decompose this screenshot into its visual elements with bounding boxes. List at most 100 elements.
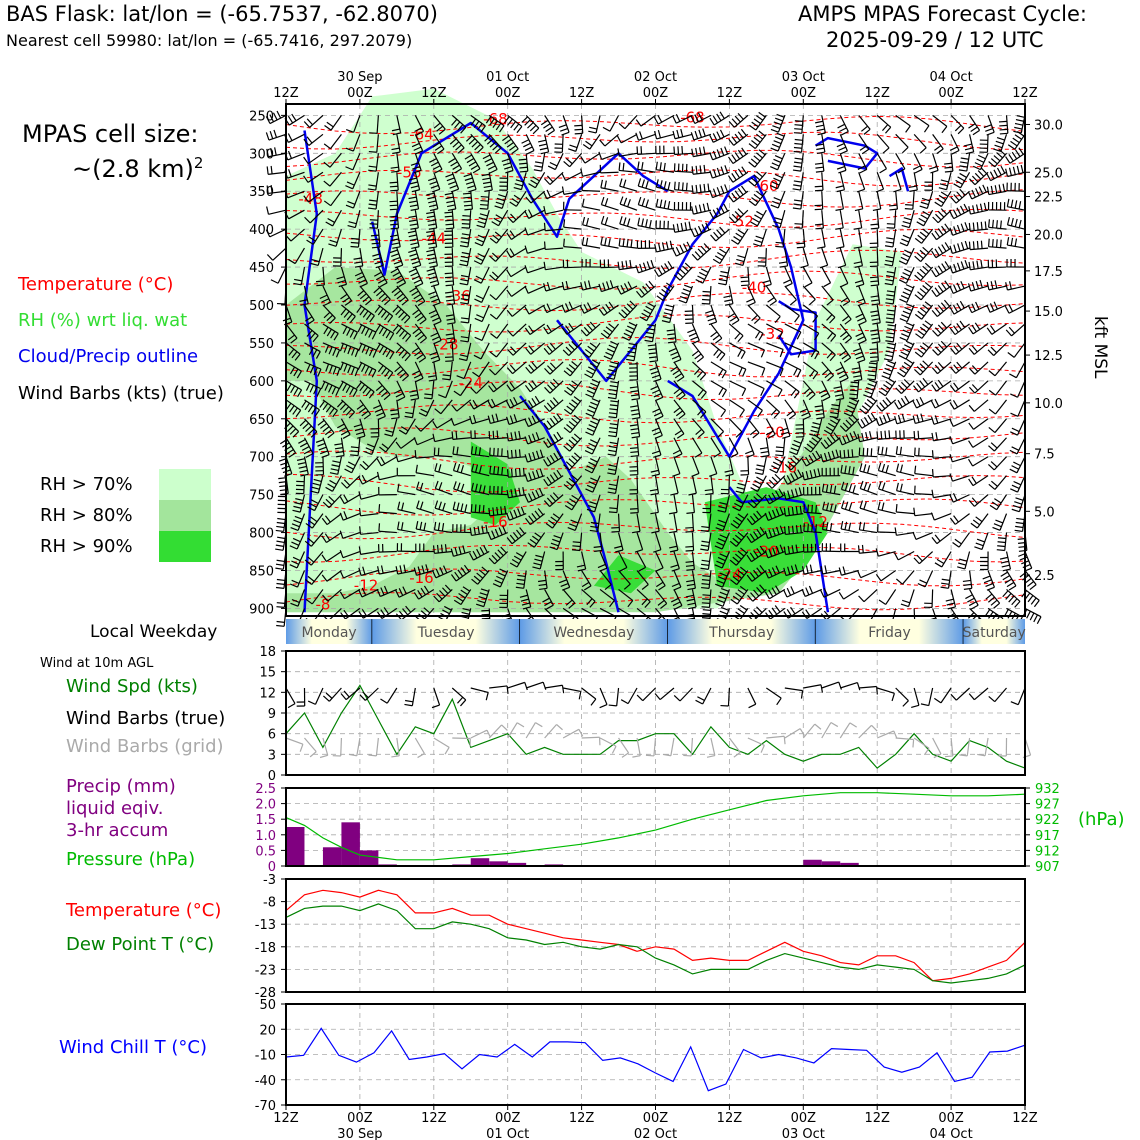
barb-feather (496, 430, 499, 439)
barb-feather (708, 321, 717, 326)
barb-feather (485, 524, 488, 533)
barb-feather (695, 165, 698, 174)
barb-feather (691, 350, 699, 357)
barb-feather (582, 216, 586, 225)
barb-feather (673, 181, 676, 190)
barb-feather (350, 241, 359, 244)
barb-feather (480, 199, 489, 202)
wind-barb (528, 494, 545, 503)
barb-feather (542, 681, 547, 690)
barb-feather (460, 464, 465, 474)
wind-barb (375, 153, 379, 172)
barb-feather (967, 283, 972, 292)
barb-feather (586, 389, 595, 395)
wind-barb (568, 342, 583, 357)
date-label-top: 30 Sep (337, 70, 382, 85)
barb-feather (384, 433, 393, 437)
barb-feather (790, 606, 796, 615)
barb-feather (919, 231, 927, 238)
wind-barb (453, 488, 471, 496)
barb-feather (380, 565, 384, 574)
barb-feather (886, 313, 895, 316)
wind-barb (396, 210, 400, 229)
barb-feather (651, 389, 660, 394)
barb-feather (637, 196, 642, 205)
barb-feather (426, 230, 435, 233)
wind-barb-true (766, 687, 782, 699)
barb-feather (494, 579, 503, 584)
barb-feather (893, 552, 899, 561)
barb-feather (332, 366, 337, 375)
wind-barb (357, 437, 361, 456)
barb-feather (996, 136, 1005, 141)
barb-feather (450, 417, 455, 426)
wind-barb (860, 569, 878, 579)
barb-feather (632, 416, 641, 420)
barb-feather (755, 190, 764, 197)
barb-feather (641, 198, 646, 207)
wind-barb-true (364, 687, 379, 701)
barb-feather (353, 257, 362, 260)
barb-feather (669, 545, 678, 549)
barb-feather (627, 350, 636, 354)
wind-barb (343, 569, 361, 579)
barb-feather (822, 501, 826, 510)
wind-barb (865, 399, 878, 415)
barb-feather (609, 280, 614, 289)
barb-feather (791, 506, 794, 516)
wind-barb (414, 153, 422, 171)
barb-feather (993, 169, 999, 178)
isotherm (285, 169, 1026, 187)
barb-feather (497, 466, 500, 475)
barb-feather (773, 221, 782, 225)
wind-barb (747, 380, 765, 390)
barb-feather (563, 160, 571, 168)
wind-barb (562, 589, 576, 604)
barb-feather (292, 407, 298, 415)
barb-feather (702, 128, 706, 137)
barb-feather (573, 433, 581, 440)
barb-feather (367, 443, 375, 448)
wind-barb (674, 228, 693, 233)
barb-feather (730, 579, 738, 586)
barb-feather (347, 461, 356, 467)
barb-feather (839, 331, 847, 338)
barb-feather (1006, 198, 1010, 207)
barb-feather (306, 136, 313, 144)
barb-feather (608, 704, 617, 707)
wind-barb (675, 114, 693, 124)
legend-dewpoint: Dew Point T (°C) (66, 934, 215, 955)
barb-feather (489, 351, 497, 358)
barb-feather (389, 249, 398, 254)
legend-wind-true: Wind Barbs (true) (66, 708, 226, 729)
barb-feather (709, 170, 713, 179)
barb-feather (514, 183, 523, 187)
wind-barb-true (895, 687, 909, 702)
barb-feather (825, 522, 829, 531)
barb-feather (718, 595, 727, 600)
barb-feather (461, 233, 470, 236)
barb-feather (475, 256, 484, 262)
barb-feather (287, 150, 293, 159)
barb-feather (350, 366, 355, 375)
wind-barb (858, 304, 867, 322)
barb-feather (712, 188, 717, 197)
time-tick-label-bottom: 12Z (717, 1111, 743, 1126)
barb-feather (534, 165, 543, 168)
barb-feather (701, 606, 710, 608)
barb-feather (294, 353, 301, 361)
barb-feather (690, 229, 696, 237)
wind-barb-true (994, 687, 1007, 703)
barb-feather (450, 161, 458, 167)
barb-feather (535, 161, 544, 164)
barb-feather (463, 173, 472, 178)
legend-rh80-swatch (159, 500, 211, 531)
barb-feather (1000, 560, 1009, 564)
barb-feather (480, 203, 489, 206)
barb-feather (489, 141, 497, 148)
barb-feather (775, 526, 780, 535)
barb-feather (398, 349, 405, 356)
barb-feather (805, 456, 811, 465)
wind-barb (972, 475, 989, 487)
wind-barb (945, 172, 952, 190)
